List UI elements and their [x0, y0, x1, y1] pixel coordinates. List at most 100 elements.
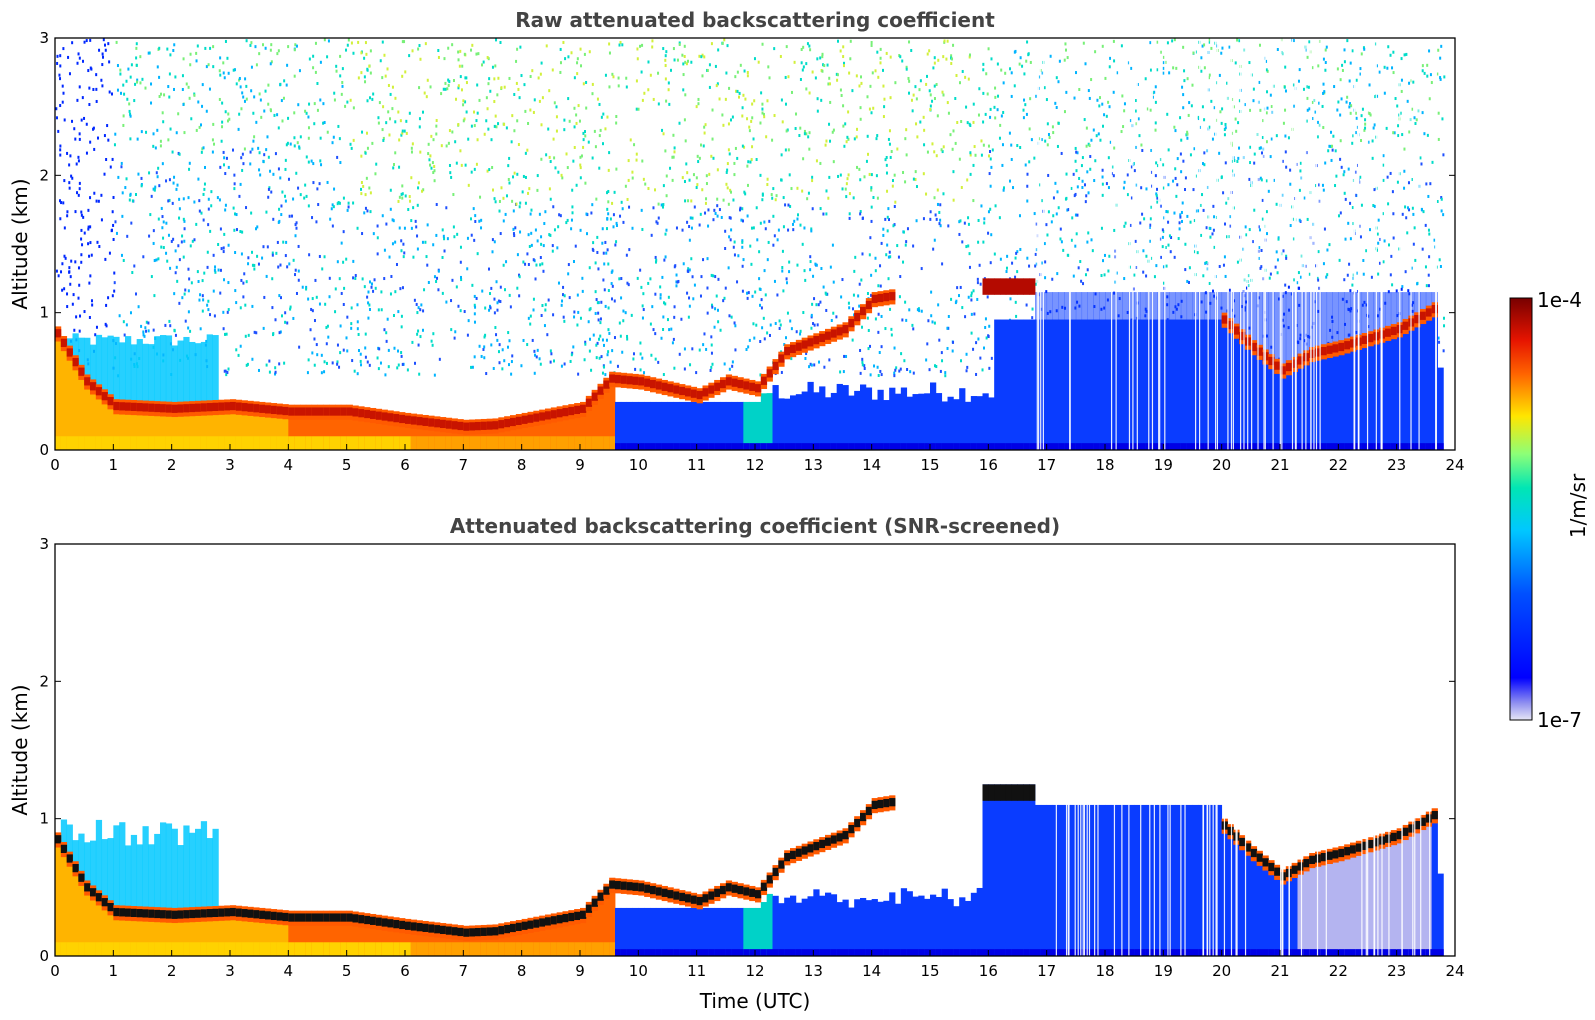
noise-dot [896, 147, 899, 151]
noise-dot [980, 153, 983, 157]
layer-core [580, 404, 587, 413]
noise-dot [388, 255, 391, 259]
fill-column [515, 436, 523, 450]
fill-column [1105, 319, 1112, 450]
noise-dot [1019, 145, 1022, 149]
noise-dot [725, 71, 728, 75]
noise-dot [566, 166, 569, 170]
noise-dot [743, 145, 746, 149]
noise-dot [488, 77, 491, 81]
noise-dot [473, 303, 476, 307]
noise-dot [984, 317, 987, 321]
noise-dot [178, 301, 181, 305]
noise-dot [524, 201, 527, 205]
noise-dot [938, 338, 941, 342]
fill-column [556, 413, 563, 450]
noise-dot [1234, 117, 1237, 121]
noise-dot [1090, 138, 1093, 142]
layer-core [317, 407, 324, 416]
noise-dot [641, 98, 644, 102]
noise-dot [1238, 99, 1241, 103]
fill-column [603, 436, 610, 450]
noise-dot [137, 172, 140, 176]
noise-dot [282, 240, 285, 244]
noise-dot [968, 55, 971, 59]
noise-dot [1033, 156, 1036, 160]
noise-dot [805, 351, 808, 355]
fill-column [206, 334, 213, 408]
noise-dot [1159, 204, 1162, 208]
noise-dot [452, 225, 455, 229]
noise-dot [1421, 111, 1424, 115]
noise-dot [266, 135, 269, 139]
noise-dot [581, 276, 584, 280]
noise-dot [1311, 66, 1314, 70]
noise-dot [58, 199, 61, 203]
noise-dot [382, 138, 385, 142]
noise-dot [368, 280, 371, 284]
noise-dot [573, 76, 576, 80]
noise-dot [1359, 235, 1362, 239]
noise-dot [133, 99, 136, 103]
noise-dot [137, 305, 140, 309]
noise-dot [870, 111, 873, 115]
noise-dot [603, 288, 606, 292]
noise-dot [593, 129, 596, 133]
noise-dot [634, 367, 637, 371]
noise-dot [915, 219, 918, 223]
noise-dot [1060, 240, 1063, 244]
noise-dot [459, 75, 462, 79]
noise-dot [1302, 87, 1305, 91]
fill-column [1058, 319, 1065, 450]
noise-dot [958, 157, 961, 161]
noise-dot [784, 148, 787, 152]
noise-dot [1175, 194, 1178, 198]
fill-column [142, 407, 149, 450]
fill-column [772, 443, 779, 450]
noise-dot [352, 276, 355, 280]
noise-dot [792, 228, 795, 232]
fill-column [101, 436, 108, 450]
noise-dot [234, 289, 237, 293]
noise-dot [1010, 71, 1013, 75]
noise-dot [1034, 252, 1037, 256]
noise-dot [761, 107, 764, 111]
noise-dot [536, 174, 539, 178]
noise-dot [688, 296, 691, 300]
noise-dot [926, 52, 929, 56]
noise-dot [189, 244, 192, 248]
noise-dot [1003, 186, 1006, 190]
noise-dot [210, 204, 213, 208]
noise-dot [1172, 179, 1175, 183]
noise-dot [845, 140, 848, 144]
noise-dot [283, 79, 286, 83]
noise-dot [905, 65, 908, 69]
noise-dot [224, 332, 227, 336]
noise-dot [688, 225, 691, 229]
noise-dot [690, 199, 693, 203]
layer-core [95, 387, 103, 396]
noise-dot [652, 206, 655, 210]
noise-dot [453, 336, 456, 340]
noise-dot [950, 54, 953, 58]
noise-dot [842, 64, 845, 68]
noise-dot [977, 113, 980, 117]
noise-dot [673, 58, 676, 62]
noise-dot [339, 54, 342, 58]
noise-dot [367, 301, 370, 305]
noise-dot [1365, 249, 1368, 253]
fill-column [410, 436, 418, 450]
fill-column [801, 391, 808, 450]
noise-dot [1197, 209, 1200, 213]
noise-dot [846, 177, 849, 181]
noise-dot [1272, 178, 1275, 182]
noise-dot [1259, 108, 1262, 112]
noise-dot [129, 114, 132, 118]
noise-dot [882, 84, 885, 88]
noise-dot [1413, 116, 1416, 120]
noise-dot [295, 171, 298, 175]
noise-dot [887, 255, 890, 259]
noise-dot [1183, 79, 1186, 83]
noise-dot [225, 373, 228, 377]
noise-dot [1074, 159, 1077, 163]
